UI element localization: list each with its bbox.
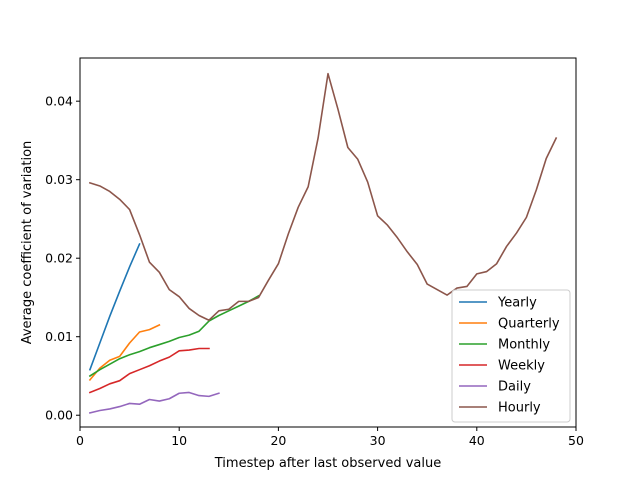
legend-entry-yearly: Yearly — [497, 296, 537, 311]
x-tick-label: 20 — [270, 433, 286, 448]
series-line-weekly — [88, 347, 210, 394]
x-axis: 0 10 20 30 40 50 — [76, 427, 584, 448]
legend-entry-monthly: Monthly — [498, 338, 550, 353]
series-layer — [88, 72, 558, 414]
legend-entry-quarterly: Quarterly — [498, 317, 560, 332]
y-tick-label: 0.02 — [45, 251, 73, 266]
y-tick-label: 0.03 — [45, 172, 73, 187]
legend-entry-weekly: Weekly — [498, 359, 545, 374]
series-line-yearly — [88, 243, 141, 371]
legend: Yearly Quarterly Monthly Weekly Daily Hourly — [451, 289, 571, 423]
x-tick-label: 40 — [469, 433, 485, 448]
x-tick-label: 30 — [370, 433, 386, 448]
x-tick-label: 0 — [76, 433, 84, 448]
series-line-daily — [88, 391, 220, 414]
y-tick-label: 0.04 — [45, 94, 73, 109]
y-axis: 0.00 0.01 0.02 0.03 0.04 — [45, 94, 80, 423]
series-line-monthly — [88, 294, 260, 378]
legend-entry-hourly: Hourly — [498, 401, 541, 416]
x-axis-label: Timestep after last observed value — [214, 456, 441, 471]
legend-entry-daily: Daily — [498, 380, 531, 395]
series-line-quarterly — [88, 323, 161, 382]
series-line-hourly — [88, 72, 558, 322]
x-tick-label: 10 — [171, 433, 187, 448]
y-axis-label: Average coefficient of variation — [20, 141, 35, 345]
y-tick-label: 0.01 — [45, 329, 73, 344]
y-tick-label: 0.00 — [45, 408, 73, 423]
axes-border — [79, 57, 577, 428]
x-tick-label: 50 — [568, 433, 584, 448]
